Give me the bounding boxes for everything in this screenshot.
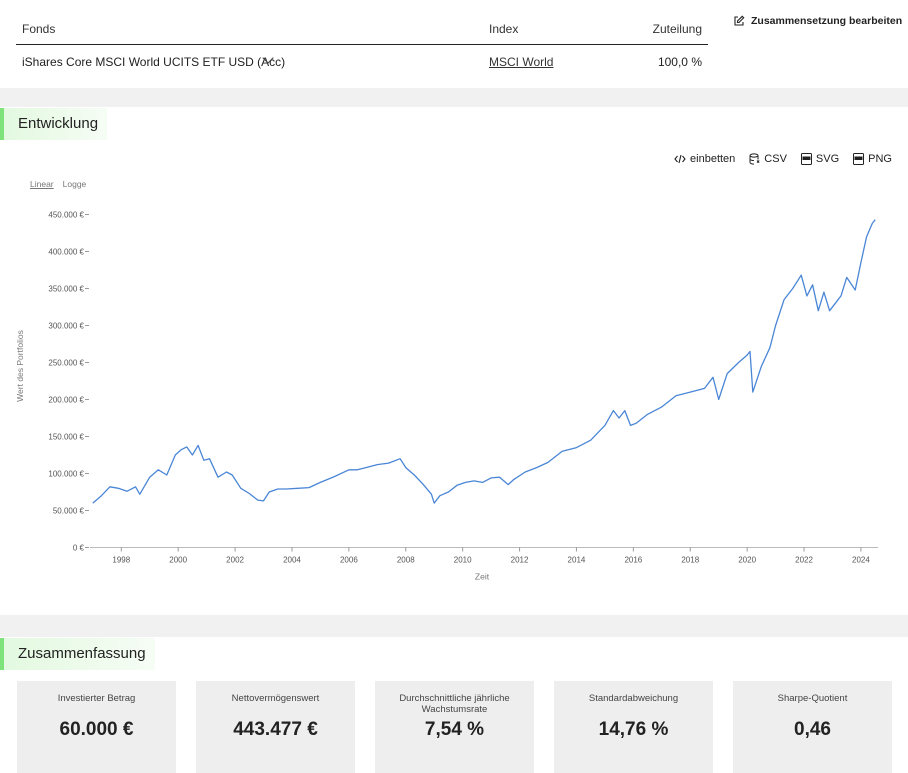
x-tick-label: 2024 [852, 556, 870, 565]
y-tick-label: 250.000 € [48, 359, 84, 368]
summary-tile: Durchschnittliche jährliche Wachstumsrat… [375, 681, 534, 773]
x-tick-label: 2002 [226, 556, 244, 565]
fund-name-select[interactable]: iShares Core MSCI World UCITS ETF USD (A… [22, 55, 286, 69]
x-tick-label: 2020 [738, 556, 756, 565]
embed-label: einbetten [690, 153, 736, 165]
fund-table-header: Fonds Index Zuteilung [16, 0, 708, 45]
summary-tile-value: 0,46 [794, 719, 831, 740]
y-axis-title: Wert des Portfolios [15, 330, 25, 402]
y-tick-label: 50.000 € [53, 507, 85, 516]
y-tick-label: 100.000 € [48, 470, 84, 479]
y-tick-label: 200.000 € [48, 396, 84, 405]
fund-table: Fonds Index Zuteilung iShares Core MSCI … [16, 0, 708, 77]
header-index: Index [489, 22, 519, 36]
y-tick-label: 150.000 € [48, 433, 84, 442]
edit-icon [734, 15, 745, 26]
database-icon [749, 153, 760, 165]
summary-tile-value: 7,54 % [424, 719, 485, 740]
embed-button[interactable]: einbetten [674, 153, 735, 165]
x-tick-label: 2006 [340, 556, 358, 565]
x-tick-label: 2018 [681, 556, 699, 565]
x-tick-label: 2000 [169, 556, 187, 565]
y-tick-label: 300.000 € [48, 322, 84, 331]
summary-tile: Investierter Betrag 60.000 € [17, 681, 176, 773]
x-tick-label: 2004 [283, 556, 301, 565]
index-link[interactable]: MSCI World [489, 55, 554, 69]
summary-tile-label: Sharpe-Quotient [777, 693, 848, 704]
summary-tile-label: Durchschnittliche jährliche Wachstumsrat… [399, 693, 510, 715]
csv-button[interactable]: CSV [749, 153, 787, 165]
fund-allocation-card: Fonds Index Zuteilung iShares Core MSCI … [0, 0, 908, 88]
svg-button[interactable]: SVG [800, 153, 840, 165]
svg-label: SVG [815, 153, 840, 165]
summary-tile-label: Nettovermögenswert [231, 693, 320, 704]
portfolio-line-chart: 0 € 50.000 € 100.000 € 150.000 € 200.000 € 25… [15, 211, 878, 582]
x-axis-title: Zeit [475, 572, 490, 582]
table-row: iShares Core MSCI World UCITS ETF USD (A… [16, 45, 708, 77]
x-tick-label: 2008 [397, 556, 415, 565]
x-tick-label: 1998 [112, 556, 130, 565]
y-tick-label: 350.000 € [48, 285, 84, 294]
y-tick-label: 450.000 € [48, 211, 84, 220]
summary-tile-label: Standardabweichung [588, 693, 679, 704]
csv-label: CSV [764, 153, 787, 165]
png-button[interactable]: PNG [853, 153, 892, 165]
section-title-summary: Zusammenfassung [0, 638, 155, 670]
section-title-development: Entwicklung [0, 108, 108, 140]
summary-tile: Sharpe-Quotient 0,46 [733, 681, 892, 773]
edit-composition-button[interactable]: Zusammensetzung bearbeiten [733, 15, 902, 27]
allocation-value: 100,0 % [657, 55, 702, 69]
x-tick-label: 2012 [511, 556, 529, 565]
development-section: Entwicklung einbetten CSV SVG [0, 107, 908, 615]
x-tick-label: 2016 [624, 556, 642, 565]
x-tick-label: 2022 [795, 556, 813, 565]
summary-tile-label: Investierter Betrag [57, 693, 136, 704]
scale-log-button[interactable]: Logge [62, 179, 87, 189]
y-tick-label: 0 € [73, 544, 85, 553]
header-fund: Fonds [22, 22, 56, 36]
header-allocation: Zuteilung [652, 22, 702, 36]
summary-tile-value: 14,76 % [598, 719, 669, 740]
png-label: PNG [868, 153, 892, 165]
png-file-icon [853, 153, 865, 165]
svg-file-icon [800, 153, 812, 165]
scale-toggle: Linear Logge [30, 179, 86, 189]
portfolio-value-line [92, 219, 876, 504]
x-tick-label: 2014 [568, 556, 586, 565]
scale-linear-button[interactable]: Linear [30, 179, 54, 189]
x-tick-label: 2010 [454, 556, 472, 565]
chart-toolbar: einbetten CSV SVG PNG [674, 153, 892, 165]
summary-section: Zusammenfassung Investierter Betrag 60.00… [0, 637, 908, 773]
summary-tile: Standardabweichung 14,76 % [554, 681, 713, 773]
edit-composition-label: Zusammensetzung bearbeiten [751, 15, 903, 27]
summary-tile-value: 60.000 € [59, 719, 134, 740]
y-tick-label: 400.000 € [48, 248, 84, 257]
summary-tile-value: 443.477 € [233, 719, 318, 740]
summary-tile: Nettovermögenswert 443.477 € [196, 681, 355, 773]
code-icon [674, 154, 686, 164]
